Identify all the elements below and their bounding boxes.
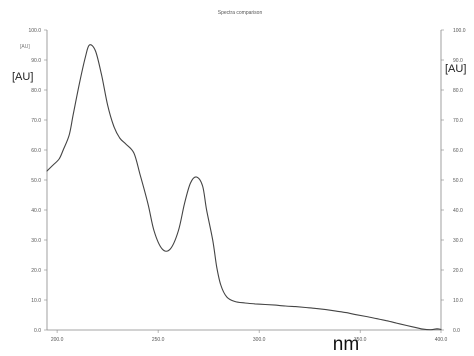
y-tick-label-left: 90.0 [31, 58, 41, 64]
y-tick-label-left: 80.0 [31, 88, 41, 94]
y-ticks-right: 0.0 10.0 20.0 30.0 40.0 50.0 60.0 70.0 80.0 90.0 1… [441, 28, 466, 334]
x-ticks: 200.0 250.0 300.0 350.0 400.0 [51, 330, 448, 343]
y-tick-label-left: 40.0 [31, 208, 41, 214]
axes [46, 30, 442, 331]
x-tick-label: 400.0 [435, 337, 448, 343]
y-tick-label-right: 0.0 [453, 328, 460, 334]
y-ticks-left: 0.0 10.0 20.0 30.0 40.0 50.0 60.0 70.0 80.0 90.0 1… [28, 28, 47, 334]
x-tick-label: 300.0 [253, 337, 266, 343]
y-tick-label-right: 50.0 [453, 178, 463, 184]
y-tick-label-left: 0.0 [34, 328, 41, 334]
y-tick-label-right: 40.0 [453, 208, 463, 214]
y-tick-label-right: 30.0 [453, 238, 463, 244]
y-tick-label-right: 60.0 [453, 148, 463, 154]
x-tick-label: 350.0 [354, 337, 367, 343]
y-tick-label-left: 100.0 [28, 28, 41, 34]
y-axis-label-right: [AU] [445, 63, 466, 75]
x-tick-label: 250.0 [152, 337, 165, 343]
y-tick-label-right: 20.0 [453, 268, 463, 274]
y-axis-label-left: [AU] [12, 71, 33, 83]
y-tick-label-right: 80.0 [453, 88, 463, 94]
y-tick-label-left: 60.0 [31, 148, 41, 154]
y-axis-label-small: [AU] [20, 44, 30, 50]
y-tick-label-left: 10.0 [31, 298, 41, 304]
y-tick-label-left: 20.0 [31, 268, 41, 274]
y-tick-label-left: 30.0 [31, 238, 41, 244]
y-tick-label-right: 90.0 [453, 58, 463, 64]
y-tick-label-right: 10.0 [453, 298, 463, 304]
y-tick-label-right: 100.0 [453, 28, 466, 34]
y-tick-label-right: 70.0 [453, 118, 463, 124]
x-axis-label: nm [333, 334, 359, 355]
spectrum-line [46, 44, 442, 331]
chart-title: Spectra comparison [218, 10, 263, 16]
y-tick-label-left: 50.0 [31, 178, 41, 184]
y-tick-label-left: 70.0 [31, 118, 41, 124]
x-tick-label: 200.0 [51, 337, 64, 343]
